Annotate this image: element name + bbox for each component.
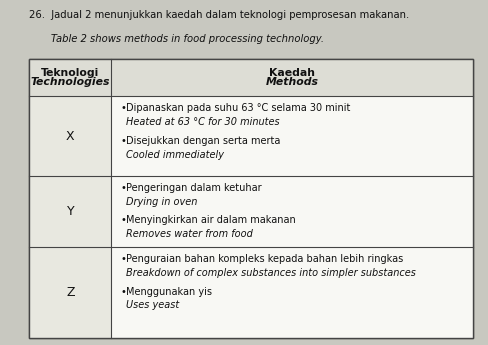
Text: Table 2 shows methods in food processing technology.: Table 2 shows methods in food processing… bbox=[29, 34, 325, 45]
Text: Disejukkan dengan serta merta: Disejukkan dengan serta merta bbox=[126, 136, 281, 146]
Text: •: • bbox=[120, 103, 126, 113]
Text: Uses yeast: Uses yeast bbox=[126, 300, 179, 310]
Text: Removes water from food: Removes water from food bbox=[126, 229, 253, 239]
Bar bbox=[29, 59, 473, 338]
Text: Heated at 63 °C for 30 minutes: Heated at 63 °C for 30 minutes bbox=[126, 117, 280, 127]
Text: Kaedah: Kaedah bbox=[269, 68, 315, 78]
Text: Cooled immediately: Cooled immediately bbox=[126, 149, 224, 159]
Text: Z: Z bbox=[66, 286, 75, 299]
Text: •: • bbox=[120, 136, 126, 146]
Text: •: • bbox=[120, 287, 126, 297]
Bar bbox=[111, 176, 473, 247]
Text: Pengeringan dalam ketuhar: Pengeringan dalam ketuhar bbox=[126, 183, 262, 193]
Text: Methods: Methods bbox=[266, 77, 319, 87]
Bar bbox=[29, 59, 473, 338]
Text: Teknologi: Teknologi bbox=[41, 68, 100, 78]
Text: Menyingkirkan air dalam makanan: Menyingkirkan air dalam makanan bbox=[126, 215, 296, 225]
Text: •: • bbox=[120, 183, 126, 193]
Text: Drying in oven: Drying in oven bbox=[126, 197, 198, 207]
Text: X: X bbox=[66, 130, 75, 143]
Text: Y: Y bbox=[66, 205, 74, 218]
Text: •: • bbox=[120, 254, 126, 264]
Bar bbox=[29, 59, 473, 96]
Text: Penguraian bahan kompleks kepada bahan lebih ringkas: Penguraian bahan kompleks kepada bahan l… bbox=[126, 254, 403, 264]
Text: Technologies: Technologies bbox=[31, 77, 110, 87]
Bar bbox=[29, 96, 111, 176]
Text: 26.  Jadual 2 menunjukkan kaedah dalam teknologi pemprosesan makanan.: 26. Jadual 2 menunjukkan kaedah dalam te… bbox=[29, 10, 409, 20]
Text: Menggunakan yis: Menggunakan yis bbox=[126, 287, 212, 297]
Bar bbox=[111, 247, 473, 338]
Bar bbox=[29, 176, 111, 247]
Text: Dipanaskan pada suhu 63 °C selama 30 minit: Dipanaskan pada suhu 63 °C selama 30 min… bbox=[126, 103, 350, 113]
Text: Breakdown of complex substances into simpler substances: Breakdown of complex substances into sim… bbox=[126, 268, 416, 278]
Text: •: • bbox=[120, 215, 126, 225]
Bar bbox=[111, 96, 473, 176]
Bar bbox=[29, 247, 111, 338]
